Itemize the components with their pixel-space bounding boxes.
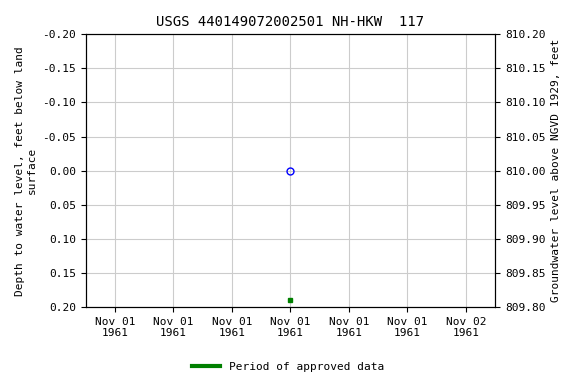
Y-axis label: Depth to water level, feet below land
surface: Depth to water level, feet below land su… — [15, 46, 37, 296]
Legend: Period of approved data: Period of approved data — [188, 358, 388, 377]
Title: USGS 440149072002501 NH-HKW  117: USGS 440149072002501 NH-HKW 117 — [157, 15, 425, 29]
Y-axis label: Groundwater level above NGVD 1929, feet: Groundwater level above NGVD 1929, feet — [551, 39, 561, 302]
